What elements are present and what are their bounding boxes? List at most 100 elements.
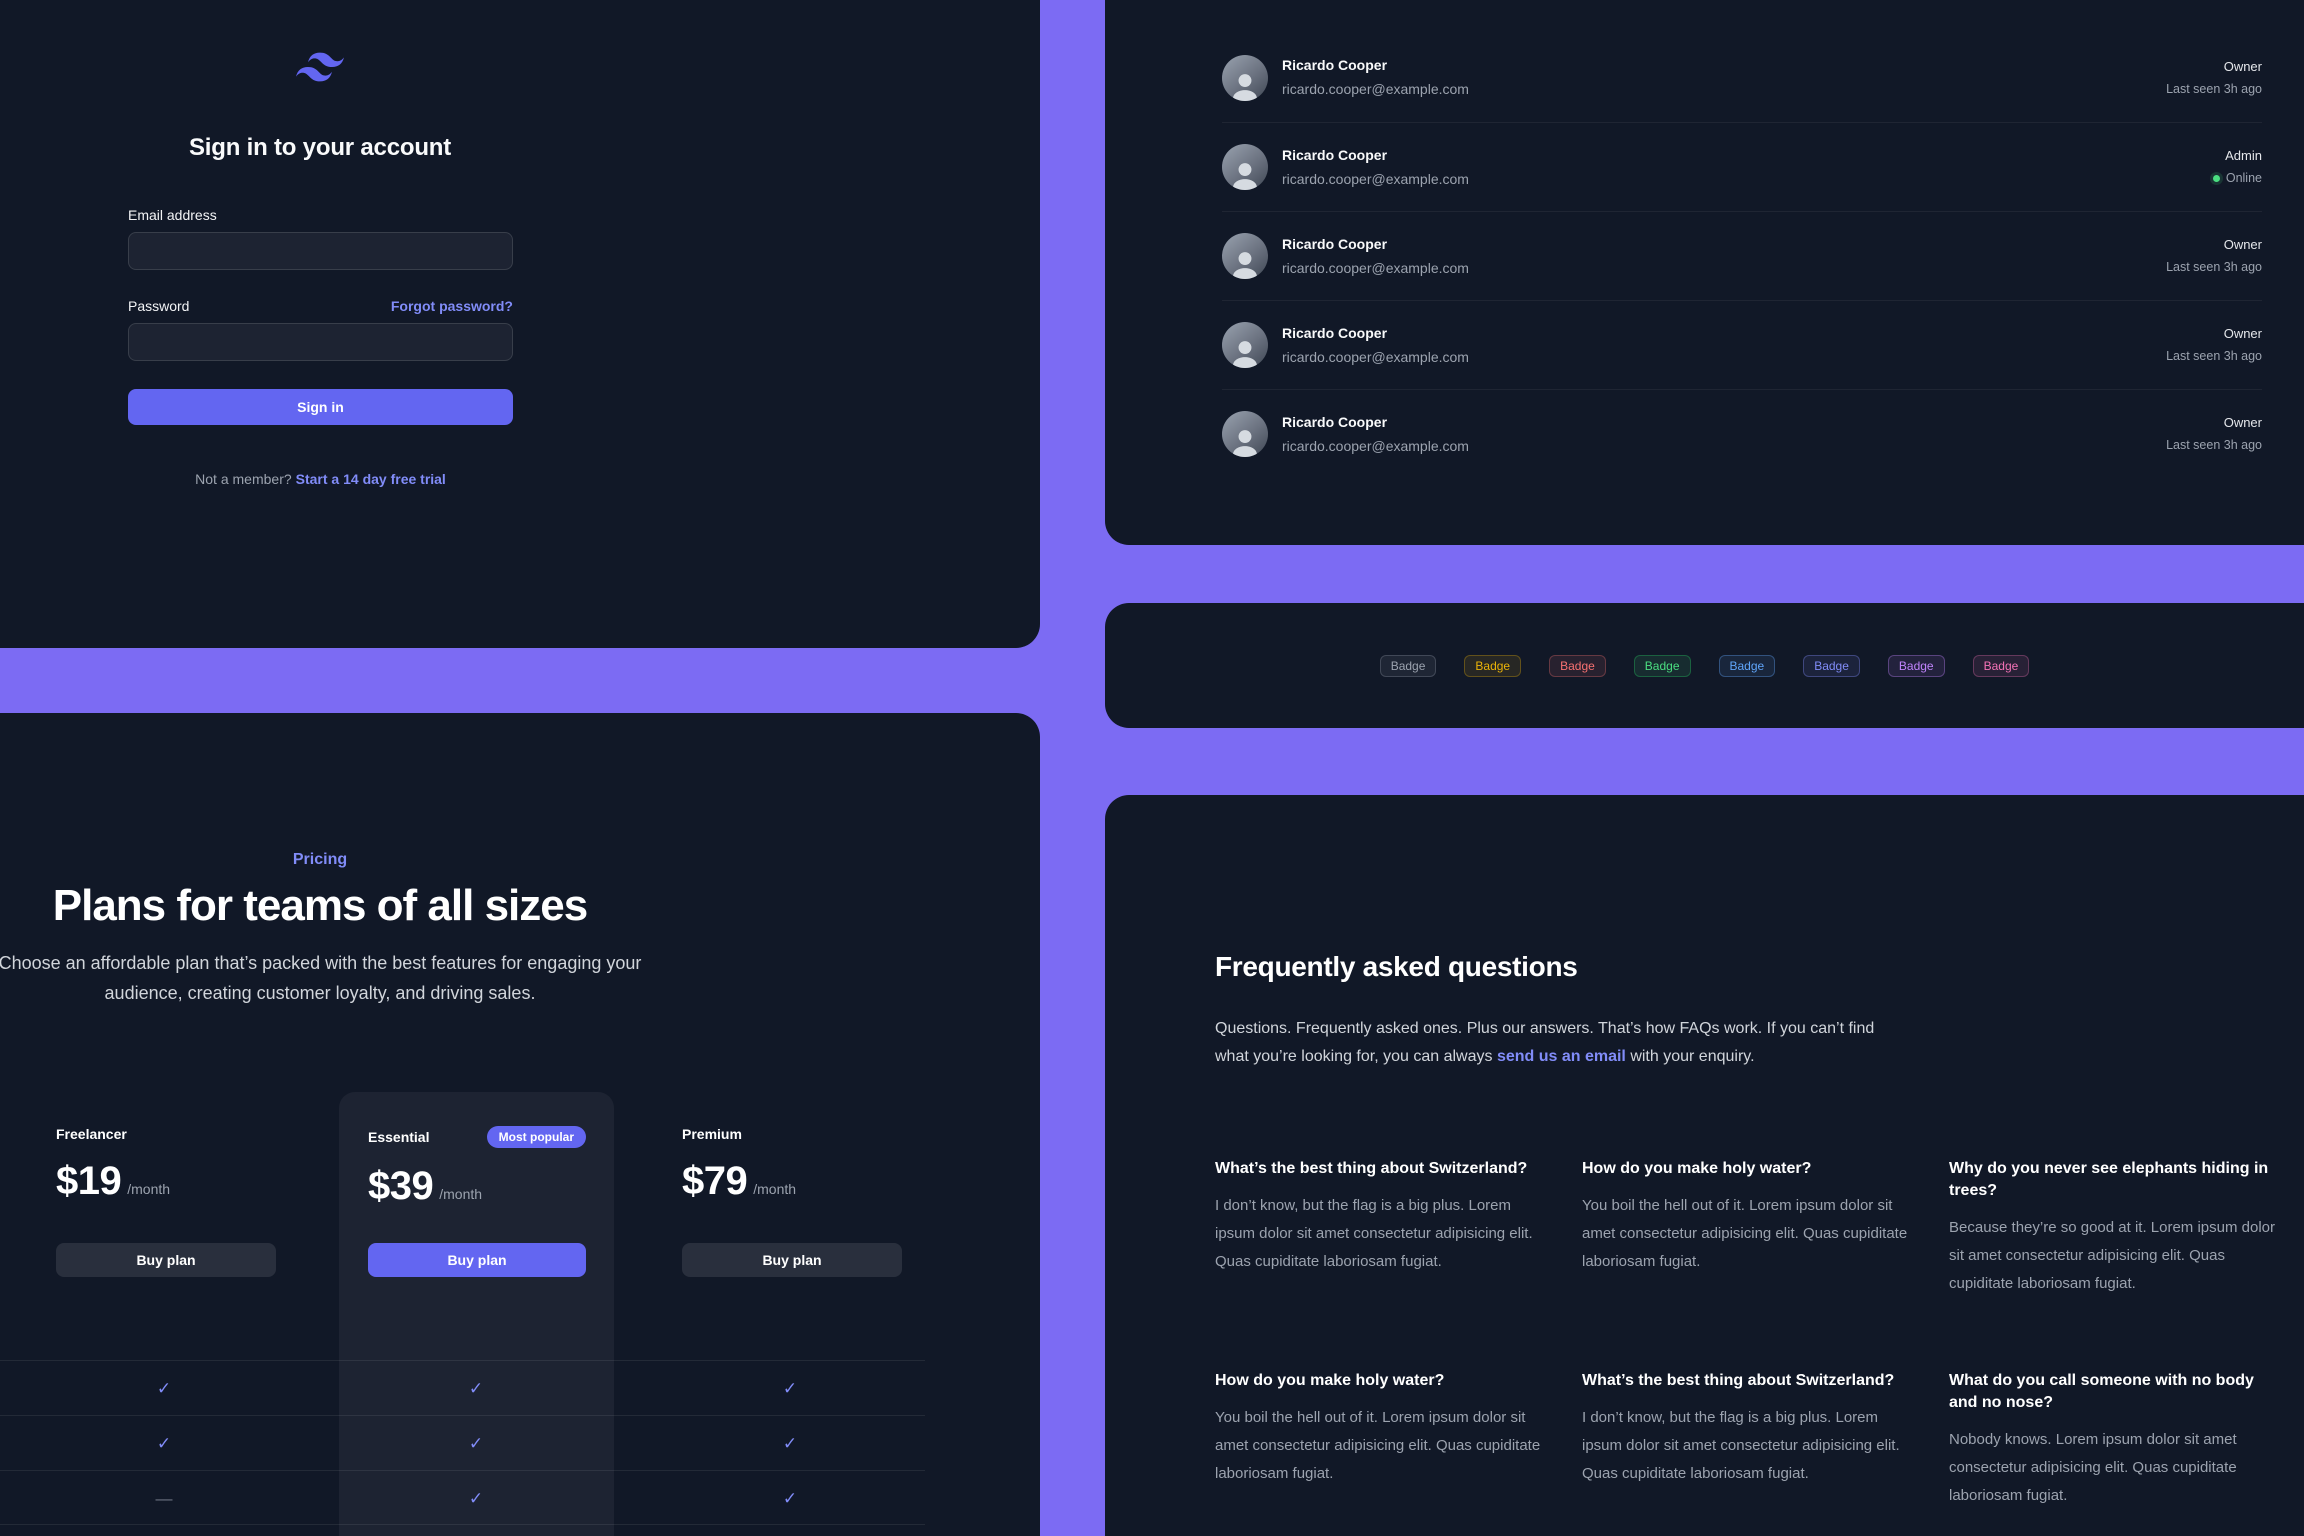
- faq-item: What do you call someone with no body an…: [1949, 1370, 2285, 1510]
- badge-indigo: Badge: [1803, 654, 1860, 677]
- sign-up-prompt-text: Not a member?: [195, 471, 292, 487]
- faq-question: What’s the best thing about Switzerland?: [1582, 1372, 1895, 1389]
- badge-yellow: Badge: [1464, 654, 1522, 677]
- feature-row: — ✓ ✓: [0, 1470, 925, 1525]
- member-info: Ricardo Cooper ricardo.cooper@example.co…: [1282, 236, 1469, 277]
- faq-answer: You boil the hell out of it. Lorem ipsum…: [1582, 1197, 1908, 1270]
- buy-plan-button-freelancer[interactable]: Buy plan: [56, 1243, 276, 1277]
- member-meta: Owner Last seen 3h ago: [2166, 237, 2262, 275]
- member-meta: Admin Online: [2212, 148, 2262, 186]
- tier-name-row: Essential Most popular: [368, 1126, 586, 1148]
- member-status-text: Last seen 3h ago: [2166, 349, 2262, 363]
- member-email: ricardo.cooper@example.com: [1282, 170, 1469, 187]
- member-meta: Owner Last seen 3h ago: [2166, 59, 2262, 97]
- feature-cell: ✓: [468, 1489, 484, 1508]
- badge-red: Badge: [1549, 654, 1606, 677]
- avatar: [1222, 322, 1268, 368]
- feature-comparison-table: ✓ ✓ ✓ ✓ ✓ ✓ — ✓ ✓: [0, 1360, 925, 1525]
- email-label: Email address: [128, 207, 217, 223]
- member-email: ricardo.cooper@example.com: [1282, 437, 1469, 454]
- badge-blue: Badge: [1718, 654, 1776, 677]
- feature-row: ✓ ✓ ✓: [0, 1415, 925, 1470]
- send-email-link[interactable]: send us an email: [1496, 1048, 1626, 1065]
- tier-name-row: Freelancer: [56, 1126, 276, 1143]
- password-label-row: Password Forgot password?: [128, 298, 513, 315]
- faq-answer: You boil the hell out of it. Lorem ipsum…: [1215, 1409, 1541, 1482]
- faq-item: How do you make holy water? You boil the…: [1582, 1158, 1918, 1298]
- avatar: [1222, 54, 1268, 101]
- member-row: Ricardo Cooper ricardo.cooper@example.co…: [1222, 389, 2262, 478]
- tier-price-period: /month: [753, 1181, 797, 1197]
- pricing-eyebrow: Pricing: [292, 851, 348, 868]
- member-meta: Owner Last seen 3h ago: [2166, 415, 2262, 453]
- tier-name: Premium: [682, 1126, 742, 1142]
- member-status-text: Last seen 3h ago: [2166, 81, 2262, 96]
- free-trial-link[interactable]: Start a 14 day free trial: [295, 471, 446, 487]
- tier-name-row: Premium: [682, 1126, 902, 1143]
- faq-item: What’s the best thing about Switzerland?…: [1582, 1370, 1918, 1510]
- feature-cell: ✓: [468, 1434, 484, 1453]
- faq-answer: Nobody knows. Lorem ipsum dolor sit amet…: [1949, 1431, 2237, 1504]
- tier-name: Essential: [368, 1128, 430, 1145]
- feature-cell: ✓: [782, 1434, 798, 1453]
- member-name: Ricardo Cooper: [1282, 235, 1388, 252]
- member-email: ricardo.cooper@example.com: [1282, 348, 1469, 365]
- member-role: Owner: [2223, 58, 2262, 74]
- faq-panel: Frequently asked questions Questions. Fr…: [1105, 795, 2304, 1536]
- member-row: Ricardo Cooper ricardo.cooper@example.co…: [1222, 33, 2262, 122]
- tier-premium: Premium $79 /month Buy plan: [682, 1126, 902, 1286]
- faq-item: How do you make holy water? You boil the…: [1215, 1370, 1551, 1510]
- member-status-text: Last seen 3h ago: [2166, 438, 2262, 452]
- pricing-header: Pricing Plans for teams of all sizes Cho…: [0, 850, 660, 1008]
- featured-tier-card: [339, 1092, 614, 1536]
- faq-intro-text: with your enquiry.: [1625, 1048, 1755, 1065]
- sign-in-panel: Sign in to your account Email address Pa…: [0, 0, 1040, 648]
- faq-intro: Questions. Frequently asked ones. Plus o…: [1215, 1015, 1895, 1071]
- team-members-panel: Ricardo Cooper ricardo.cooper@example.co…: [1105, 0, 2304, 545]
- tier-price-period: /month: [127, 1181, 171, 1197]
- faq-question: Why do you never see elephants hiding in…: [1949, 1160, 2269, 1199]
- faq-answer: Because they’re so good at it. Lorem ips…: [1949, 1219, 2276, 1292]
- avatar: [1222, 233, 1268, 279]
- member-info: Ricardo Cooper ricardo.cooper@example.co…: [1282, 57, 1469, 98]
- feature-cell: ✓: [156, 1434, 172, 1453]
- feature-cell: ✓: [782, 1379, 798, 1398]
- badge-pink: Badge: [1972, 654, 2030, 677]
- team-members-list: Ricardo Cooper ricardo.cooper@example.co…: [1222, 33, 2262, 478]
- faq-title: Frequently asked questions: [1215, 951, 1578, 982]
- sign-in-container: Sign in to your account Email address Pa…: [0, 0, 640, 648]
- tier-price: $39 /month: [368, 1164, 586, 1209]
- member-row: Ricardo Cooper ricardo.cooper@example.co…: [1222, 300, 2262, 389]
- member-row: Ricardo Cooper ricardo.cooper@example.co…: [1222, 122, 2262, 211]
- email-input[interactable]: [128, 232, 513, 270]
- badges-row: Badge Badge Badge Badge Badge Badge Badg…: [1105, 603, 2304, 728]
- member-status-text: Last seen 3h ago: [2166, 260, 2262, 274]
- member-name: Ricardo Cooper: [1282, 324, 1388, 341]
- member-email: ricardo.cooper@example.com: [1282, 259, 1469, 276]
- member-online-status: Online: [2212, 171, 2262, 186]
- pricing-title: Plans for teams of all sizes: [52, 881, 588, 930]
- faq-question: How do you make holy water?: [1582, 1160, 1812, 1177]
- buy-plan-button-essential[interactable]: Buy plan: [368, 1243, 586, 1277]
- avatar: [1222, 411, 1268, 457]
- member-name: Ricardo Cooper: [1282, 146, 1388, 163]
- pricing-panel: Pricing Plans for teams of all sizes Cho…: [0, 713, 1040, 1536]
- tier-price: $19 /month: [56, 1159, 276, 1204]
- faq-question: What do you call someone with no body an…: [1949, 1372, 2254, 1411]
- badges-panel: Badge Badge Badge Badge Badge Badge Badg…: [1105, 603, 2304, 728]
- forgot-password-link[interactable]: Forgot password?: [390, 298, 513, 314]
- tier-price-amount: $19: [56, 1159, 122, 1203]
- member-role: Admin: [2225, 148, 2262, 163]
- member-last-seen: Last seen 3h ago: [2166, 260, 2262, 275]
- faq-item: Why do you never see elephants hiding in…: [1949, 1158, 2285, 1298]
- member-info: Ricardo Cooper ricardo.cooper@example.co…: [1282, 414, 1469, 455]
- tier-essential: Essential Most popular $39 /month Buy pl…: [368, 1126, 586, 1286]
- member-role: Owner: [2223, 326, 2262, 341]
- member-role: Owner: [2223, 237, 2262, 252]
- buy-plan-button-premium[interactable]: Buy plan: [682, 1243, 902, 1277]
- tier-price-period: /month: [439, 1186, 483, 1202]
- member-row: Ricardo Cooper ricardo.cooper@example.co…: [1222, 211, 2262, 300]
- faq-answer: I don’t know, but the flag is a big plus…: [1215, 1197, 1533, 1270]
- password-input[interactable]: [128, 323, 513, 361]
- sign-in-button[interactable]: Sign in: [128, 389, 513, 425]
